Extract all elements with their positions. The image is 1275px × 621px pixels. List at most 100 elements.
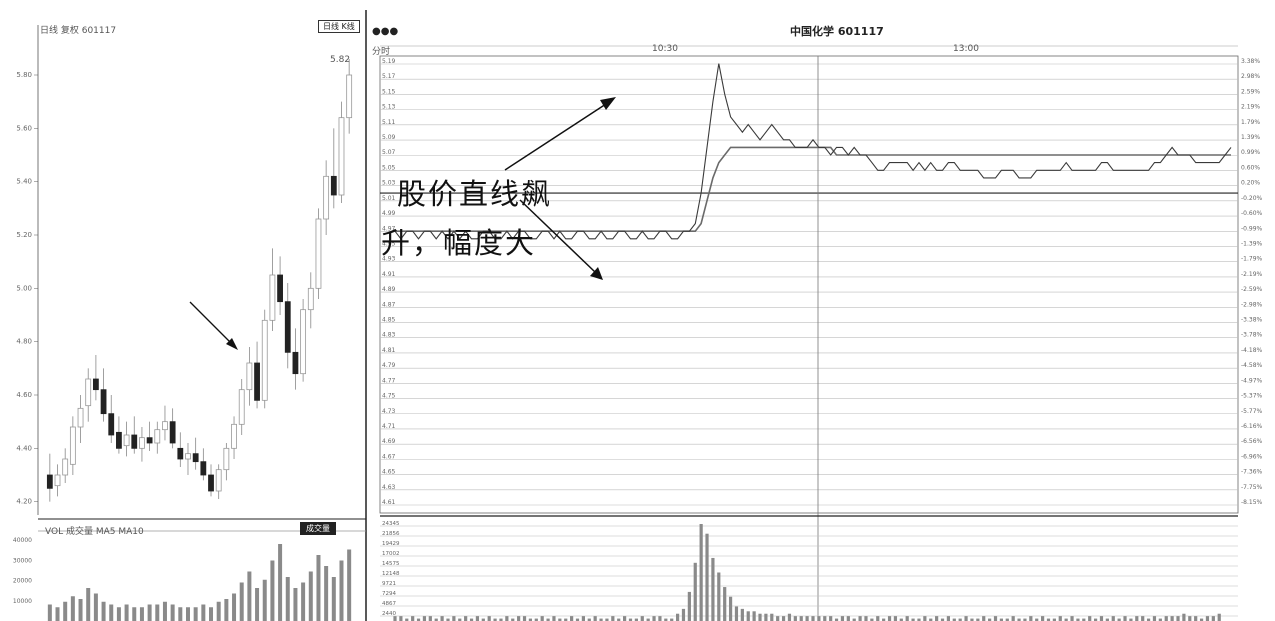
right-volume-bar	[605, 618, 609, 621]
right-volume-bar	[1158, 618, 1162, 621]
right-volume-bar	[1046, 618, 1051, 621]
right-volume-bar	[428, 616, 432, 621]
right-y-tick-label: 4.65	[382, 469, 396, 476]
right-y-pct-label: -5.77%	[1241, 408, 1263, 415]
candle-body	[307, 287, 314, 311]
candle-body	[116, 431, 122, 449]
right-volume-bar	[917, 618, 921, 621]
right-volume-bar	[940, 618, 945, 621]
right-volume-bar	[552, 616, 556, 621]
right-volume-bar	[1070, 616, 1074, 621]
right-volume-bar	[970, 618, 974, 621]
right-volume-bar	[1058, 616, 1062, 621]
candle-body	[69, 426, 76, 465]
right-y-pct-label: -2.98%	[1241, 301, 1263, 308]
candle-body	[139, 437, 145, 449]
candle-body	[185, 453, 191, 460]
candle-body	[338, 117, 345, 196]
left-volume-bar	[55, 607, 60, 621]
right-y-tick-label: 5.05	[382, 164, 396, 171]
right-volume-bar	[858, 616, 862, 621]
right-volume-bar	[793, 616, 797, 621]
right-volume-bar	[411, 616, 415, 621]
right-volume-bar	[935, 616, 939, 621]
right-y-pct-label: -4.97%	[1241, 377, 1263, 384]
right-y-tick-label: 4.75	[382, 393, 396, 400]
left-volume-bar	[162, 601, 167, 621]
left-volume-bar	[155, 604, 160, 621]
time-label-1: 10:30	[652, 44, 678, 54]
left-volume-bar	[347, 549, 352, 621]
right-y-pct-label: 2.59%	[1241, 88, 1260, 95]
right-volume-bar	[699, 524, 703, 621]
candle-body	[54, 474, 61, 487]
right-volume-tick-label: 2440	[382, 611, 396, 617]
right-y-pct-label: -6.16%	[1241, 423, 1263, 430]
right-volume-bar	[511, 618, 515, 621]
right-volume-tick-label: 7294	[382, 591, 396, 597]
right-volume-tick-label: 24345	[382, 521, 400, 527]
annotation-arrow-down-head	[590, 267, 603, 280]
left-volume-bar	[255, 588, 260, 621]
right-volume-bar	[882, 618, 886, 621]
left-y-tick-label: 5.80	[16, 71, 32, 79]
left-toolbar-button[interactable]: 日线 K线	[318, 20, 360, 33]
right-volume-bar	[728, 596, 733, 621]
right-volume-bar	[834, 618, 839, 621]
left-volume-bar	[301, 582, 306, 621]
right-volume-bar	[1152, 616, 1157, 621]
right-volume-bar	[564, 618, 568, 621]
right-volume-bar	[446, 618, 450, 621]
right-y-tick-label: 5.09	[382, 134, 396, 141]
left-volume-tick-label: 20000	[13, 578, 32, 585]
right-volume-bar	[852, 618, 856, 621]
candle-body	[85, 378, 92, 407]
right-volume-bar	[1099, 616, 1104, 621]
right-panel-label: 分时	[372, 47, 391, 57]
right-volume-bar	[1117, 618, 1121, 621]
right-y-tick-label: 5.19	[382, 58, 396, 65]
right-volume-bar	[487, 616, 491, 621]
right-y-tick-label: 4.77	[382, 377, 396, 384]
right-volume-bar	[799, 616, 803, 621]
candle-body	[215, 469, 222, 492]
right-volume-bar	[1041, 616, 1045, 621]
right-volume-bar	[870, 618, 874, 621]
right-volume-bar	[493, 618, 497, 621]
left-volume-bar	[47, 604, 52, 621]
left-volume-bar	[232, 593, 237, 621]
candle-body	[208, 474, 214, 492]
right-y-tick-label: 4.71	[382, 423, 396, 430]
right-volume-bar	[993, 616, 998, 621]
right-y-pct-label: -0.99%	[1241, 225, 1263, 232]
right-volume-bar	[628, 618, 633, 621]
candle-body	[131, 434, 138, 449]
right-volume-bar	[416, 618, 421, 621]
left-volume-bar	[270, 560, 275, 621]
right-y-pct-label: -6.96%	[1241, 453, 1263, 460]
right-volume-bar	[481, 618, 485, 621]
left-volume-bar	[109, 604, 114, 621]
right-y-pct-label: -2.59%	[1241, 286, 1263, 293]
right-volume-bar	[734, 606, 739, 621]
candle-body	[123, 434, 130, 447]
right-volume-bar	[652, 616, 656, 621]
candle-body	[77, 407, 84, 428]
left-lower-toolbar-text: VOL 成交量 MA5 MA10	[45, 527, 144, 537]
right-volume-bar	[982, 616, 986, 621]
right-y-pct-label: -7.75%	[1241, 484, 1263, 491]
right-volume-bar	[911, 618, 915, 621]
right-volume-bar	[634, 618, 638, 621]
candle-body	[292, 351, 299, 375]
left-lower-volume-button[interactable]: 成交量	[300, 522, 336, 535]
right-volume-bar	[558, 618, 562, 621]
right-volume-bar	[1005, 618, 1009, 621]
right-volume-bar	[475, 616, 480, 621]
left-volume-bar	[262, 579, 267, 621]
right-volume-bar	[664, 618, 668, 621]
left-y-tick-label: 4.80	[16, 338, 32, 346]
window-dots[interactable]: ●●●	[372, 26, 399, 37]
right-volume-bar	[1064, 618, 1068, 621]
right-volume-bar	[570, 616, 574, 621]
left-volume-bar	[132, 607, 137, 621]
